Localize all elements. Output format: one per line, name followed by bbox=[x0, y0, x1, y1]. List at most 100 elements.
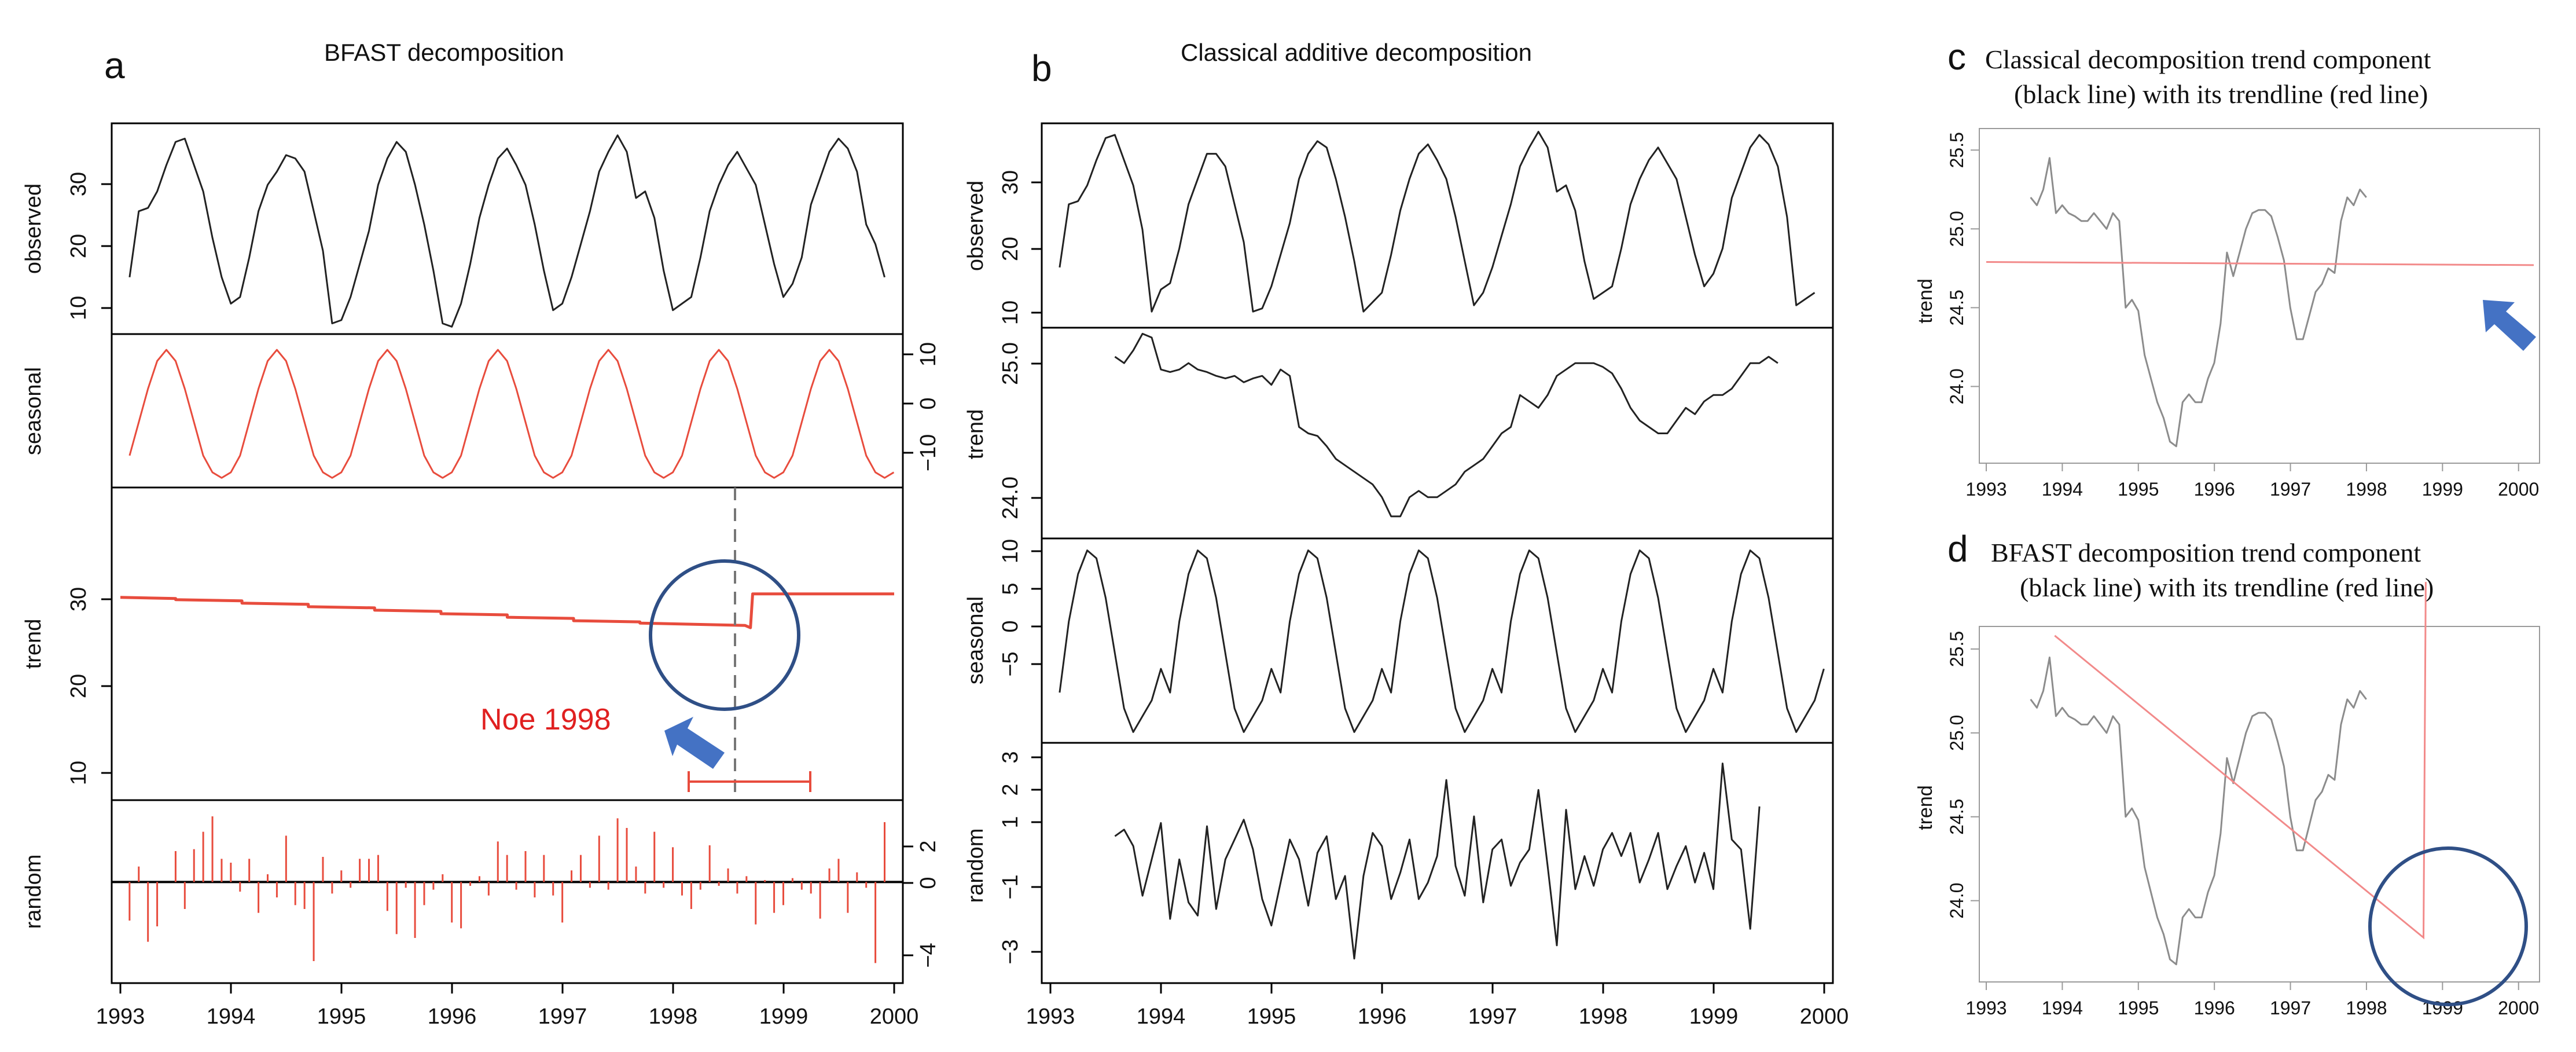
a-obs-tick: 10 bbox=[67, 296, 91, 320]
x-tick-label: 1996 bbox=[2194, 998, 2235, 1018]
y-tick-label: 25.5 bbox=[1946, 132, 1967, 168]
panel-d-title-line1: BFAST decomposition trend component bbox=[1991, 538, 2421, 567]
panel-a-ylabel-random: random bbox=[21, 855, 46, 929]
x-tick-label: 1999 bbox=[759, 1005, 809, 1029]
panel-d-frame bbox=[1979, 626, 2540, 983]
a-rand-tick: 0 bbox=[916, 877, 940, 889]
x-tick-label: 1998 bbox=[2346, 479, 2387, 500]
panel-b-ylabel-seasonal: seasonal bbox=[964, 596, 988, 684]
a-seas-tick: −10 bbox=[916, 434, 940, 471]
x-tick-label: 1996 bbox=[428, 1005, 477, 1029]
panel-b-observed-series bbox=[1059, 131, 1816, 313]
panel-c-ylabel: trend bbox=[1914, 278, 1936, 324]
b-seas-tick: 10 bbox=[998, 539, 1023, 563]
panel-d-title-line2: (black line) with its trendline (red lin… bbox=[2020, 573, 2434, 602]
panel-b-letter: b bbox=[1031, 47, 1052, 89]
b-trend-tick: 25.0 bbox=[998, 342, 1023, 385]
a-trend-tick: 10 bbox=[67, 761, 91, 785]
x-tick-label: 2000 bbox=[870, 1005, 919, 1029]
x-tick-label: 2000 bbox=[2498, 998, 2539, 1018]
x-tick-label: 1998 bbox=[649, 1005, 698, 1029]
panel-b-trend-series bbox=[1114, 332, 1778, 518]
panel-b-observed-yaxis: 10 20 30 bbox=[998, 170, 1042, 325]
c-trend-line bbox=[2030, 157, 2367, 448]
a-seasonal-line bbox=[128, 349, 895, 479]
x-tick-label: 1996 bbox=[2194, 479, 2235, 500]
panel-a-ylabel-observed: observed bbox=[21, 184, 46, 274]
b-rand-tick: 3 bbox=[998, 751, 1023, 763]
x-tick-label: 1993 bbox=[96, 1005, 145, 1029]
x-tick-label: 1995 bbox=[2118, 479, 2159, 500]
x-tick-label: 1998 bbox=[2346, 998, 2387, 1018]
panel-a-frame bbox=[111, 122, 904, 984]
b-random-line bbox=[1114, 763, 1761, 960]
b-obs-tick: 20 bbox=[998, 237, 1023, 261]
annotation-noe-1998: Noe 1998 bbox=[480, 703, 611, 736]
panel-c-series bbox=[1986, 157, 2534, 448]
panel-a-trend-series bbox=[120, 592, 894, 629]
y-tick-label: 25.0 bbox=[1946, 211, 1967, 247]
b-seas-tick: 5 bbox=[998, 582, 1023, 595]
panel-a-letter: a bbox=[104, 45, 125, 86]
breakpoint-highlight-circle bbox=[2368, 846, 2528, 1006]
panel-b-title: Classical additive decomposition bbox=[1181, 39, 1532, 66]
panel-d-series bbox=[2030, 582, 2427, 966]
a-obs-tick: 30 bbox=[67, 172, 91, 196]
panel-c-letter: c bbox=[1947, 36, 1966, 78]
b-obs-tick: 30 bbox=[998, 170, 1023, 195]
x-tick-label: 2000 bbox=[2498, 479, 2539, 500]
x-tick-label: 1995 bbox=[2118, 998, 2159, 1018]
x-tick-label: 1997 bbox=[538, 1005, 587, 1029]
panel-a-xaxis: 1993 1994 1995 1996 1997 1998 1999 2000 bbox=[96, 983, 919, 1029]
y-tick-label: 25.0 bbox=[1946, 715, 1967, 751]
x-tick-label: 1993 bbox=[1965, 998, 2007, 1018]
x-tick-label: 1994 bbox=[207, 1005, 256, 1029]
panel-a-ylabel-seasonal: seasonal bbox=[21, 367, 46, 455]
panel-d-ylabel: trend bbox=[1914, 785, 1936, 830]
y-tick-label: 25.5 bbox=[1946, 631, 1967, 667]
x-tick-label: 1997 bbox=[2270, 998, 2311, 1018]
panel-a-random-yaxis: 2 0 −4 bbox=[903, 840, 940, 968]
d-trend-line bbox=[2030, 657, 2367, 966]
b-trend-tick: 24.0 bbox=[998, 476, 1023, 519]
panel-a-seasonal-yaxis: 10 0 −10 bbox=[903, 342, 940, 471]
panel-a-trend-yaxis: 10 20 30 bbox=[67, 587, 112, 785]
x-tick-label: 1997 bbox=[2270, 479, 2311, 500]
panel-a-observed-yaxis: 10 20 30 bbox=[67, 172, 112, 320]
c-trendline bbox=[1986, 261, 2534, 266]
b-rand-tick: 2 bbox=[998, 783, 1023, 796]
x-tick-label: 1998 bbox=[1579, 1005, 1628, 1029]
panel-a-observed-series bbox=[128, 134, 885, 328]
b-rand-tick: 1 bbox=[998, 816, 1023, 828]
x-tick-label: 1999 bbox=[1689, 1005, 1739, 1029]
panel-d-yaxis: 24.0 24.5 25.0 25.5 bbox=[1946, 631, 1979, 919]
panel-a-random-series bbox=[112, 816, 903, 963]
panel-b-seasonal-yaxis: 10 5 0 −5 bbox=[998, 539, 1042, 677]
x-tick-label: 1995 bbox=[317, 1005, 366, 1029]
x-tick-label: 1996 bbox=[1358, 1005, 1407, 1029]
b-rand-tick: −3 bbox=[998, 939, 1023, 964]
b-seasonal-line bbox=[1059, 549, 1825, 733]
breakpoint-highlight-circle bbox=[649, 559, 800, 711]
x-tick-label: 1999 bbox=[2422, 479, 2463, 500]
d-trendline bbox=[2054, 582, 2427, 940]
panel-a-title: BFAST decomposition bbox=[324, 39, 564, 66]
a-obs-tick: 20 bbox=[67, 234, 91, 258]
y-tick-label: 24.0 bbox=[1946, 882, 1967, 918]
panel-b-ylabel-random: random bbox=[964, 829, 988, 903]
x-tick-label: 1994 bbox=[2042, 479, 2083, 500]
panel-c-frame bbox=[1979, 128, 2540, 464]
panel-b-xaxis: 1993 1994 1995 1996 1997 1998 1999 2000 bbox=[1026, 983, 1849, 1029]
y-tick-label: 24.5 bbox=[1946, 799, 1967, 835]
b-observed-line bbox=[1059, 131, 1816, 313]
panel-c-yaxis: 24.0 24.5 25.0 25.5 bbox=[1946, 132, 1979, 405]
x-tick-label: 2000 bbox=[1800, 1005, 1849, 1029]
panel-c-title-line2: (black line) with its trendline (red lin… bbox=[2014, 79, 2428, 109]
panel-b-frame bbox=[1041, 122, 1834, 984]
a-rand-tick: −4 bbox=[916, 943, 940, 967]
panel-b-seasonal-series bbox=[1059, 549, 1825, 733]
b-seas-tick: −5 bbox=[998, 651, 1023, 676]
x-tick-label: 1994 bbox=[1137, 1005, 1186, 1029]
a-seas-tick: 10 bbox=[916, 342, 940, 366]
b-seas-tick: 0 bbox=[998, 620, 1023, 632]
